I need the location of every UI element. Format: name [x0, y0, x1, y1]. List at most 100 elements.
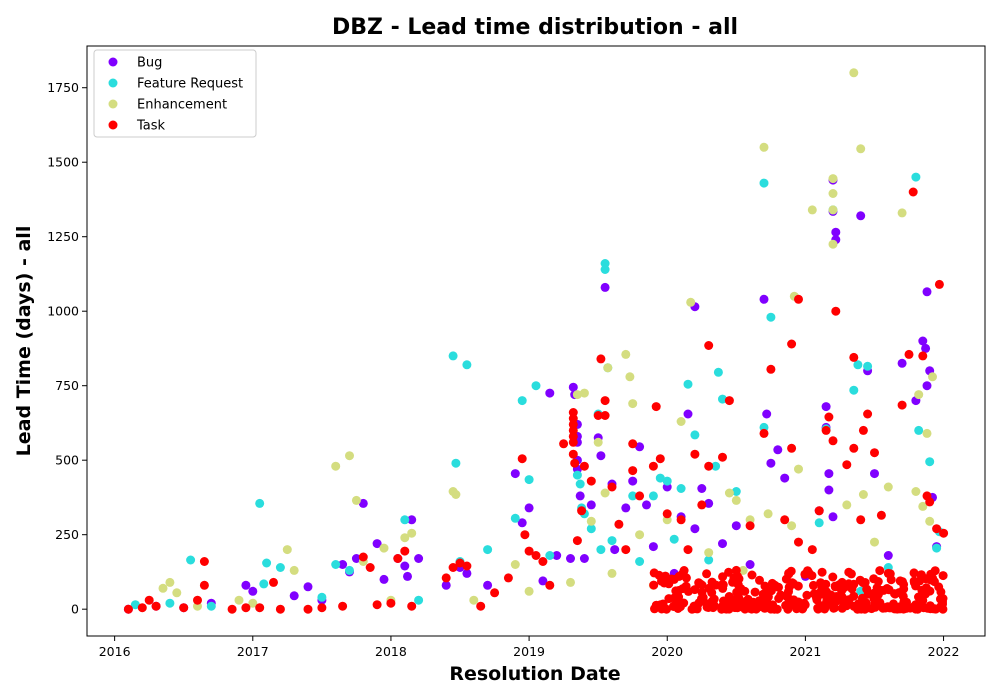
data-point	[655, 473, 665, 483]
data-point	[829, 603, 839, 613]
data-point	[586, 516, 596, 526]
y-axis-ticks: 0 250 500 750 1000 1250 1500 1750	[47, 80, 87, 617]
data-point	[886, 575, 896, 585]
data-point	[828, 205, 838, 215]
data-point	[787, 521, 797, 531]
chart-title: DBZ - Lead time distribution - all	[332, 15, 738, 40]
data-point	[648, 491, 658, 501]
data-point	[365, 563, 375, 572]
series-task	[123, 187, 949, 614]
data-point	[759, 428, 769, 438]
data-point	[400, 546, 410, 556]
data-point	[607, 568, 617, 578]
data-point	[579, 388, 589, 398]
data-point	[759, 294, 769, 304]
data-point	[345, 451, 354, 461]
data-point	[704, 583, 714, 593]
data-point	[713, 367, 723, 377]
data-point	[570, 458, 580, 468]
data-point	[628, 466, 638, 476]
data-point	[172, 588, 182, 598]
data-point	[733, 571, 743, 581]
data-point	[856, 211, 866, 221]
data-point	[824, 412, 834, 422]
data-point	[476, 601, 486, 611]
data-point	[918, 336, 928, 346]
data-point	[928, 372, 937, 382]
data-point	[683, 379, 693, 389]
data-point	[538, 557, 548, 566]
data-point	[745, 521, 755, 531]
data-point	[338, 560, 348, 569]
x-tick-label: 2016	[99, 644, 131, 659]
data-point	[338, 601, 348, 611]
data-point	[669, 534, 679, 544]
data-point	[856, 515, 866, 525]
data-point	[686, 297, 696, 307]
data-point	[462, 360, 472, 370]
data-point	[462, 561, 472, 571]
data-point	[709, 594, 719, 604]
data-point	[914, 390, 924, 400]
data-point	[490, 588, 500, 598]
data-point	[849, 352, 859, 362]
x-tick-label: 2018	[375, 644, 407, 659]
data-point	[524, 475, 534, 485]
data-point	[628, 439, 638, 449]
data-point	[876, 510, 886, 520]
data-point	[718, 539, 727, 549]
data-point	[704, 498, 714, 508]
data-point	[510, 560, 520, 569]
data-point	[683, 545, 693, 555]
data-point	[654, 570, 664, 580]
data-point	[697, 594, 706, 604]
y-tick-label: 750	[55, 378, 79, 393]
data-point	[747, 570, 757, 580]
data-point	[718, 452, 727, 462]
data-point	[520, 530, 530, 540]
data-point	[510, 469, 520, 479]
data-point	[849, 385, 859, 395]
data-point	[909, 568, 919, 578]
data-point	[814, 518, 824, 528]
data-point	[831, 306, 841, 316]
data-point	[596, 545, 606, 555]
data-point	[248, 586, 258, 596]
legend-frame	[93, 49, 257, 138]
data-point	[545, 580, 555, 590]
data-point	[704, 548, 714, 558]
data-point	[731, 487, 741, 496]
data-point	[259, 579, 269, 589]
data-point	[545, 388, 555, 398]
data-point	[704, 341, 714, 350]
data-point	[407, 515, 417, 525]
data-point	[600, 265, 610, 274]
data-point	[839, 583, 849, 592]
data-point	[179, 603, 189, 613]
data-point	[824, 485, 834, 495]
data-point	[607, 536, 617, 546]
series-bug	[123, 175, 942, 614]
data-point	[925, 516, 935, 526]
data-point	[794, 464, 803, 474]
data-point	[358, 498, 368, 508]
data-point	[600, 396, 610, 406]
data-point	[808, 580, 818, 590]
data-point	[123, 604, 133, 614]
data-point	[870, 469, 879, 479]
data-point	[690, 449, 700, 459]
data-point	[517, 454, 527, 464]
data-point	[517, 518, 527, 528]
data-point	[414, 595, 424, 605]
data-point	[911, 487, 921, 496]
data-point	[262, 558, 272, 568]
data-point	[711, 461, 721, 471]
legend-marker	[108, 57, 118, 67]
data-point	[794, 537, 803, 547]
data-points	[123, 68, 949, 614]
data-point	[697, 484, 707, 493]
data-point	[642, 500, 651, 510]
data-point	[379, 543, 389, 553]
data-point	[719, 596, 728, 606]
data-point	[648, 461, 658, 471]
